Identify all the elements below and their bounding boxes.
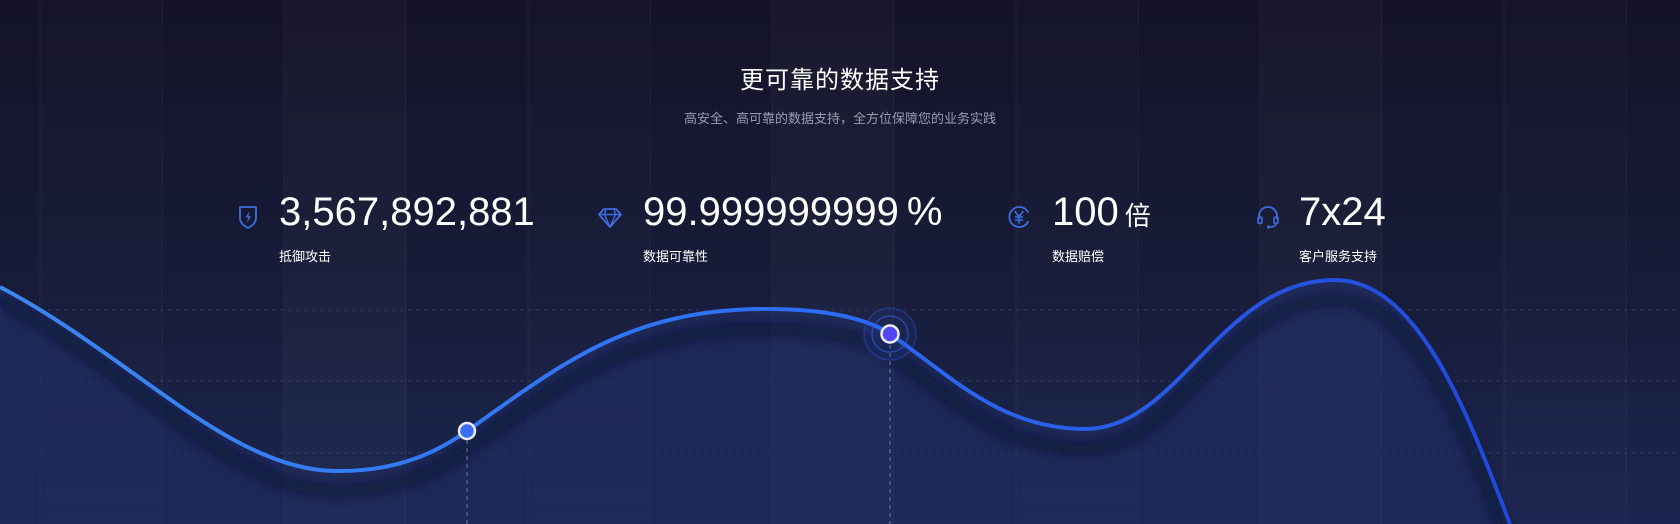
marker-drop-lines: [466, 345, 891, 524]
stat-value: 3,567,892,881: [279, 190, 535, 234]
shield-lightning-icon: [239, 206, 257, 229]
stat-value: 7x24: [1299, 190, 1386, 234]
headset-icon: [1257, 206, 1279, 229]
wave-line-shadow: [0, 294, 1508, 524]
section-title: 更可靠的数据支持: [740, 67, 940, 94]
stat-data-compensation: 100 倍 数据赔偿: [1006, 186, 1206, 266]
yuan-coin-icon: [1008, 206, 1029, 228]
stat-label: 数据可靠性: [643, 249, 709, 264]
wave-marker-point-active: [863, 307, 917, 361]
wave-marker-point: [457, 421, 477, 441]
stat-customer-service: 7x24 客户服务支持: [1255, 186, 1455, 266]
wave-line: [0, 277, 1512, 524]
column-lines: [39, 0, 1627, 524]
stat-label: 客户服务支持: [1299, 249, 1378, 264]
section-subtitle: 高安全、高可靠的数据支持，全方位保障您的业务实践: [683, 111, 996, 126]
stat-value: 99.999999999%: [643, 190, 943, 234]
stat-attacks-blocked: 3,567,892,881 抵御攻击: [235, 186, 555, 266]
stat-label: 数据赔偿: [1052, 249, 1105, 264]
diamond-icon: [598, 208, 622, 228]
stat-data-reliability: 99.999999999% 数据可靠性: [597, 186, 957, 266]
stat-value: 100 倍: [1052, 190, 1151, 234]
wave-area: [0, 280, 1510, 524]
stat-label: 抵御攻击: [279, 249, 332, 264]
